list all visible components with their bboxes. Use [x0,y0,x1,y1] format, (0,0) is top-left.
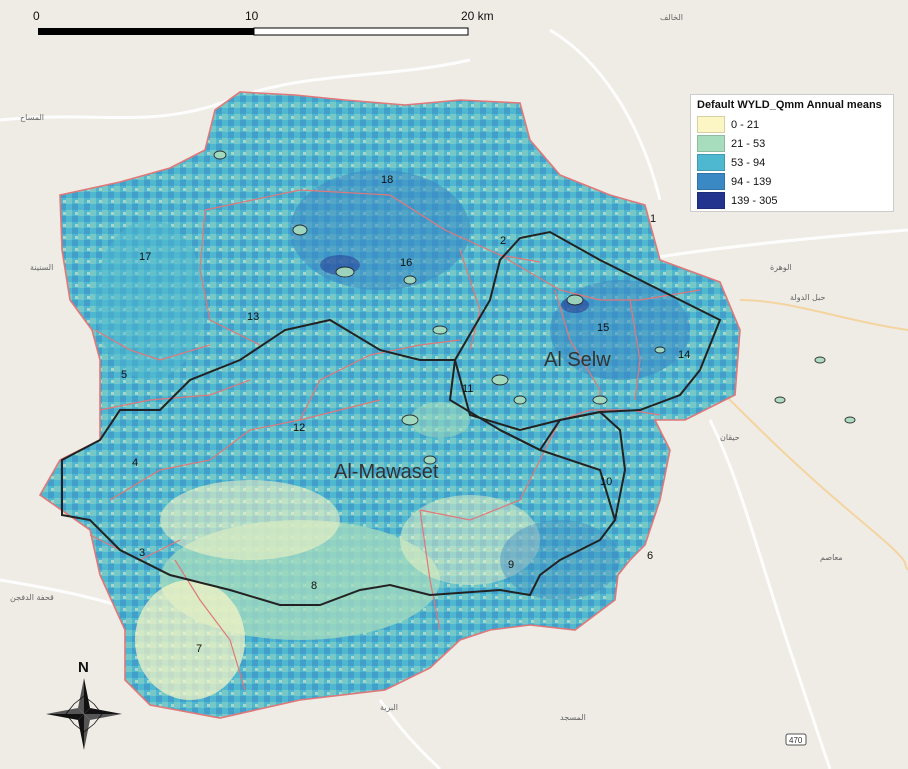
legend-item: 139 - 305 [697,191,887,210]
district-label-al-selw: Al Selw [544,349,611,371]
svg-text:قحفة الدفجن: قحفة الدفجن [10,593,54,602]
subbasin-labels: 1 2 3 4 5 6 7 8 9 10 11 12 13 14 15 16 1… [121,174,690,655]
basemap-place-labels: المساح السنينة الوهرة حبل الدولة حيقان م… [10,13,843,722]
al-selw-boundary [453,230,722,432]
subbasin-label: 1 [650,213,656,225]
outlined-patches [213,150,856,465]
al-mawaset-boundary [61,318,617,606]
legend-items: 0 - 21 21 - 53 53 - 94 94 - 139 139 - 30… [697,115,887,210]
legend: Default WYLD_Qmm Annual means 0 - 21 21 … [690,94,894,212]
district-boundaries [61,230,722,606]
subbasin-label: 16 [400,257,412,269]
subbasin-label: 8 [311,580,317,592]
road-shield: 470 [785,733,807,746]
legend-item-label: 94 - 139 [731,175,772,188]
legend-item: 0 - 21 [697,115,887,134]
subbasin-label: 6 [647,550,653,562]
legend-item-label: 53 - 94 [731,156,766,169]
svg-text:المساح: المساح [20,113,44,122]
subbasin-label: 4 [132,457,138,469]
legend-item: 94 - 139 [697,172,887,191]
svg-text:الوهرة: الوهرة [770,263,792,272]
scale-label-10: 10 [245,9,259,23]
legend-swatch [697,173,725,190]
svg-text:حيقان: حيقان [720,433,740,442]
legend-item-label: 21 - 53 [731,137,766,150]
legend-item: 53 - 94 [697,153,887,172]
svg-text:الخالف: الخالف [660,13,683,22]
legend-swatch [697,154,725,171]
legend-item-label: 139 - 305 [731,194,778,207]
north-arrow-icon: N [46,659,122,750]
svg-text:البرية: البرية [380,703,398,712]
svg-text:السنينة: السنينة [30,263,53,272]
basemap-roads [0,28,908,769]
svg-text:المسجد: المسجد [560,713,586,722]
legend-item-label: 0 - 21 [731,118,760,131]
legend-title: Default WYLD_Qmm Annual means [697,99,882,111]
watershed-outline [38,91,741,719]
subbasin-label: 11 [462,383,473,395]
basemap-roads-major [719,299,908,571]
scale-bar-white-segment [253,27,469,36]
subbasin-label: 7 [196,643,202,655]
subbasin-label: 10 [600,476,612,488]
legend-swatch [697,192,725,209]
legend-item: 21 - 53 [697,134,887,153]
scale-label-0: 0 [33,9,40,23]
legend-swatch [697,135,725,152]
svg-text:معاصم: معاصم [820,553,843,562]
subbasin-label: 15 [597,322,609,334]
subbasin-label: 12 [293,422,305,434]
road-shield-label: 470 [789,736,803,745]
svg-text:حبل الدولة: حبل الدولة [790,293,825,302]
scale-bar: 0 10 20 km [33,9,494,36]
scale-label-20km: 20 km [461,9,494,23]
subbasin-label: 3 [139,547,145,559]
subbasin-label: 2 [500,235,506,247]
legend-swatch [697,116,725,133]
subbasin-label: 13 [247,311,259,323]
subbasin-label: 5 [121,369,127,381]
north-label: N [78,659,89,676]
subbasin-label: 9 [508,559,514,571]
subbasin-label: 18 [381,174,393,186]
subbasin-label: 14 [678,349,690,361]
district-label-al-mawaset: Al-Mawaset [334,461,439,483]
scale-bar-black-segment [38,28,254,35]
subbasin-label: 17 [139,251,151,263]
